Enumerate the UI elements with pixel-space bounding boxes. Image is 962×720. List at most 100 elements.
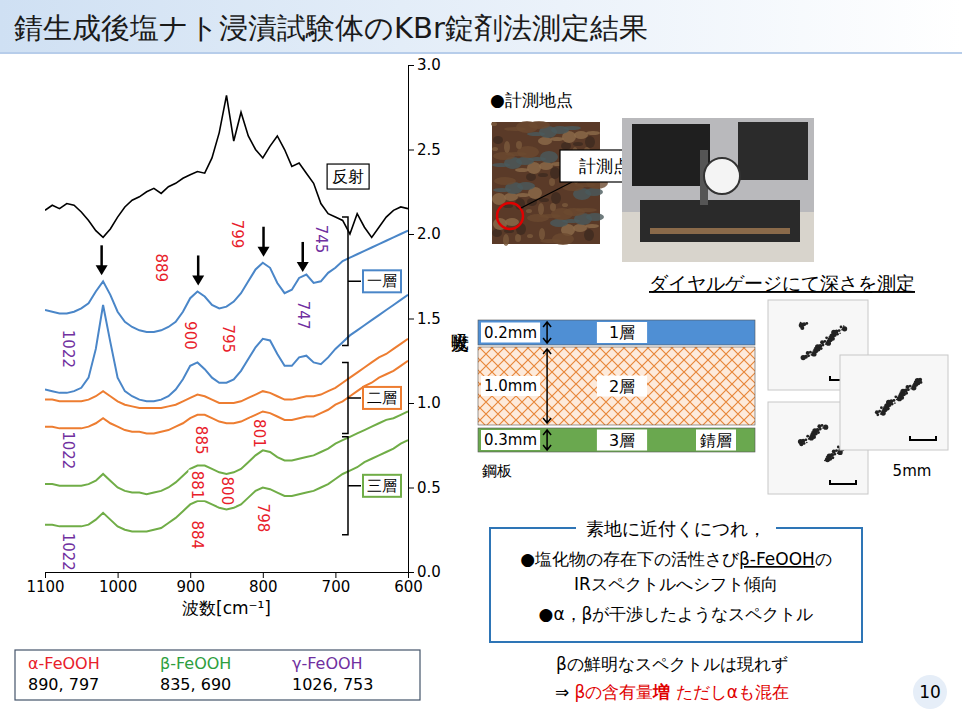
particle bbox=[842, 326, 847, 331]
peak-annotation: 885 bbox=[192, 425, 210, 456]
text-line: ●α，βが干渉したようなスペクトル bbox=[539, 604, 814, 624]
rust-texture bbox=[528, 121, 550, 129]
rust-texture bbox=[550, 203, 556, 211]
layer-thickness: 0.3mm bbox=[484, 431, 537, 449]
bracket-label-box bbox=[363, 387, 401, 409]
label-ground bbox=[481, 430, 540, 450]
peak-label: 1022 bbox=[59, 431, 77, 469]
bracket-line bbox=[342, 217, 361, 345]
tick-mark bbox=[408, 488, 414, 489]
rust-texture bbox=[491, 122, 497, 126]
particle bbox=[805, 438, 808, 441]
particle bbox=[905, 392, 908, 395]
peak-annotation: 798 bbox=[254, 503, 272, 534]
particle bbox=[876, 413, 879, 416]
peak-annotation: 745 bbox=[312, 224, 330, 255]
layer-band bbox=[478, 428, 755, 452]
reference-name: β-FeOOH bbox=[160, 654, 231, 673]
measurement-caption: ダイヤルゲージにて深さを測定 bbox=[649, 272, 915, 294]
particle bbox=[894, 395, 897, 398]
peak-annotation: 1022 bbox=[59, 329, 77, 369]
rust-texture bbox=[586, 213, 604, 221]
reference-values: 1026, 753 bbox=[292, 675, 373, 694]
particle bbox=[817, 431, 820, 434]
layer-diagram: 0.2mm1層1.0mm2層0.3mm3層錆層鋼板 bbox=[478, 320, 755, 480]
particle bbox=[812, 435, 816, 439]
findings-box bbox=[490, 528, 862, 642]
tick-label: 0.5 bbox=[417, 479, 441, 497]
label-ground bbox=[481, 323, 540, 343]
series-label-text: 反射 bbox=[332, 167, 364, 186]
text-line: IRスペクトルへシフト傾向 bbox=[574, 574, 778, 594]
peak-label-ground bbox=[294, 300, 312, 331]
particle bbox=[806, 435, 809, 438]
header-rule bbox=[0, 52, 962, 54]
particle bbox=[837, 446, 840, 449]
peak-label-ground bbox=[188, 470, 206, 501]
rust-texture bbox=[540, 151, 558, 163]
findings-heading: 素地に近付くにつれ， bbox=[586, 518, 766, 539]
particle bbox=[907, 388, 910, 391]
rust-texture bbox=[585, 224, 599, 228]
photo-specimen bbox=[650, 228, 790, 234]
bracket-label: 一層 bbox=[367, 272, 397, 290]
reference-name: α-FeOOH bbox=[28, 654, 100, 673]
photo-monitor bbox=[632, 124, 710, 186]
layer-thickness: 1.0mm bbox=[484, 377, 537, 395]
spectrum-line bbox=[45, 95, 408, 237]
x-axis-tick: 1000 bbox=[99, 572, 137, 596]
peak-label-ground bbox=[152, 252, 170, 283]
particle bbox=[900, 396, 904, 400]
peak-annotation: 801 bbox=[250, 418, 268, 449]
rust-texture bbox=[538, 137, 552, 145]
peak-label: 881 bbox=[188, 471, 206, 500]
particle bbox=[809, 351, 812, 354]
particle bbox=[894, 402, 896, 404]
peak-annotation: 795 bbox=[219, 323, 237, 354]
micrographs: 5mm bbox=[768, 300, 948, 494]
rust-texture bbox=[585, 188, 603, 196]
rust-texture bbox=[550, 137, 564, 141]
peak-annotation: 747 bbox=[294, 300, 312, 331]
y-axis-tick: 0.5 bbox=[408, 479, 441, 497]
particle bbox=[920, 381, 923, 384]
bracket-label: 二層 bbox=[367, 389, 397, 407]
rust-texture bbox=[517, 182, 535, 190]
peak-label: 885 bbox=[192, 426, 210, 455]
photo-base bbox=[640, 200, 800, 242]
rust-texture bbox=[575, 208, 597, 212]
particle bbox=[836, 333, 839, 336]
rust-texture bbox=[551, 192, 561, 204]
rust-texture bbox=[515, 168, 529, 172]
tick-label: 1100 bbox=[26, 578, 64, 596]
peak-label: 884 bbox=[188, 520, 206, 549]
peak-label: 1022 bbox=[59, 330, 77, 368]
scale-bar bbox=[830, 480, 856, 484]
rust-texture bbox=[538, 203, 544, 215]
rust-texture bbox=[538, 173, 548, 177]
arrow-head bbox=[96, 265, 108, 275]
text-segment: 増 bbox=[652, 682, 670, 702]
peak-label-ground bbox=[312, 224, 330, 255]
peak-label-ground bbox=[59, 430, 77, 470]
text-segment: ●α，βが干渉したようなスペクトル bbox=[539, 604, 814, 624]
x-axis: 11001000900800700600 bbox=[26, 572, 422, 596]
photo-monitor bbox=[738, 122, 808, 180]
chart: 0.00.51.01.52.02.53.01100100090080070060… bbox=[26, 56, 468, 618]
rust-texture bbox=[550, 167, 560, 179]
peak-annotation: 900 bbox=[181, 320, 199, 351]
tick-label: 2.0 bbox=[417, 225, 441, 243]
bracket-label-box bbox=[363, 475, 401, 497]
x-axis-tick: 800 bbox=[249, 572, 278, 596]
x-axis-line bbox=[46, 572, 409, 573]
peak-label-ground bbox=[218, 476, 236, 507]
particle bbox=[819, 428, 822, 431]
particle bbox=[821, 424, 824, 427]
peak-label: 799 bbox=[228, 220, 246, 249]
arrow-head bbox=[192, 275, 204, 285]
photo-ground bbox=[622, 118, 814, 262]
photo-ground bbox=[492, 122, 600, 244]
thickness-arrow bbox=[543, 349, 551, 423]
y-axis-tick: 1.5 bbox=[408, 310, 441, 328]
point-label: 計測点 bbox=[579, 156, 630, 176]
